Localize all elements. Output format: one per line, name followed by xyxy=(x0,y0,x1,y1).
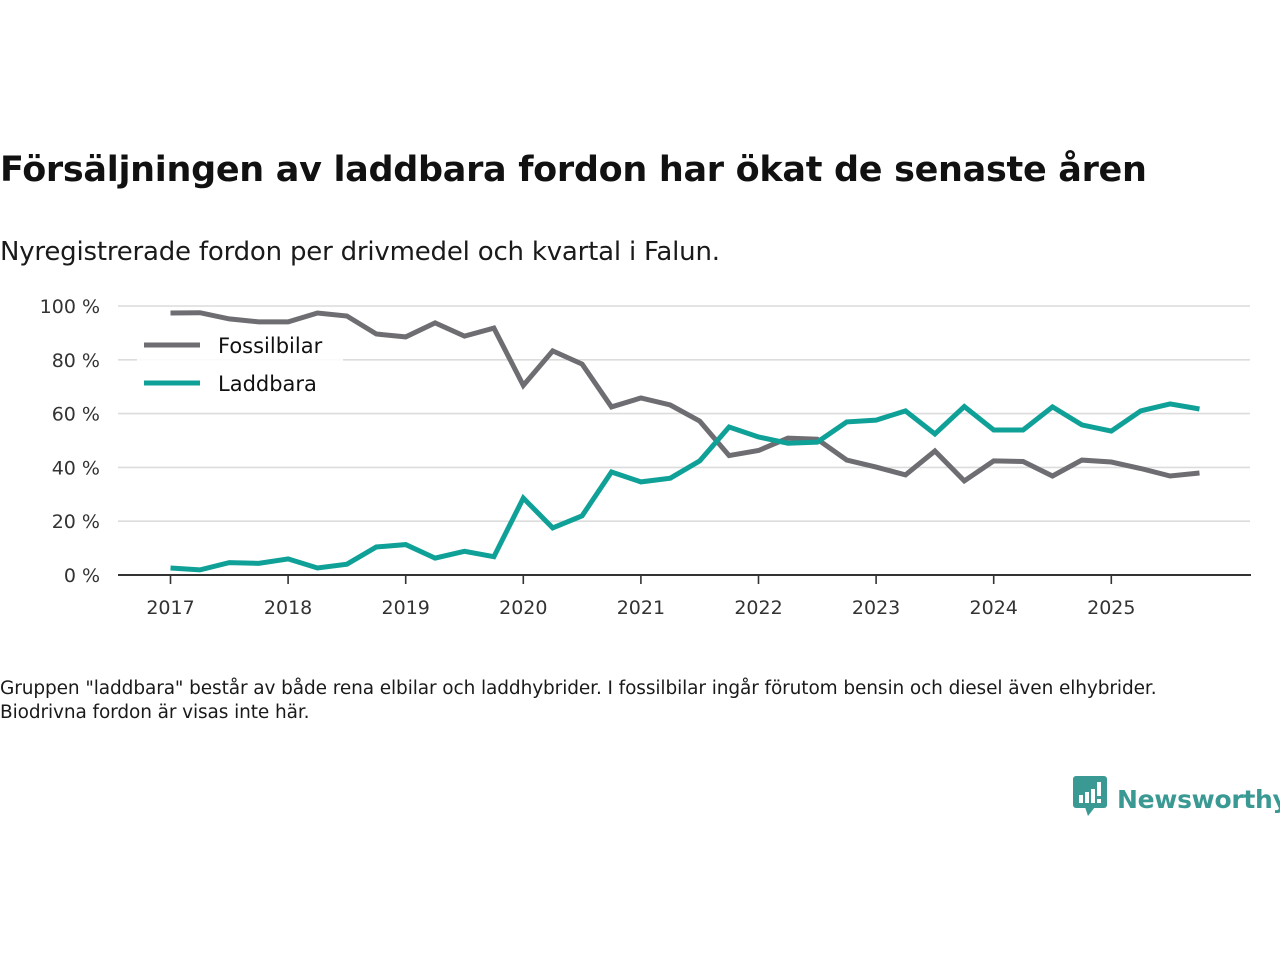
chart-bubble-icon xyxy=(1073,776,1107,822)
series-line-laddbara xyxy=(170,401,1200,573)
legend-label: Fossilbilar xyxy=(218,334,323,358)
y-tick-label: 0 % xyxy=(64,565,100,587)
y-tick-label: 60 % xyxy=(52,404,100,426)
line-chart: 0 % 20 % 40 % 60 % 80 % 100 % 2017 2018 2019 202… xyxy=(40,296,1251,619)
y-tick-label: 40 % xyxy=(52,457,100,479)
x-tick-label: 2023 xyxy=(852,597,900,619)
chart-title: Försäljningen av laddbara fordon har öka… xyxy=(0,150,1147,190)
x-tick-label: 2024 xyxy=(970,597,1018,619)
legend-background xyxy=(137,327,343,401)
y-axis: 0 % 20 % 40 % 60 % 80 % 100 % xyxy=(40,296,100,587)
x-tick-label: 2025 xyxy=(1087,597,1135,619)
legend-label: Laddbara xyxy=(218,372,317,396)
series-line-fossilbilar xyxy=(170,310,1200,485)
x-tick-label: 2021 xyxy=(617,597,665,619)
x-tick-label: 2018 xyxy=(264,597,312,619)
x-axis: 2017 2018 2019 2020 2021 2022 2023 2024 2025 xyxy=(118,574,1251,619)
brand-name: Newsworthy xyxy=(1117,784,1280,814)
chart-subtitle: Nyregistrerade fordon per drivmedel och … xyxy=(0,237,720,267)
x-tick-label: 2019 xyxy=(382,597,430,619)
x-tick-label: 2017 xyxy=(146,597,194,619)
y-tick-label: 20 % xyxy=(52,511,100,533)
x-tick-label: 2020 xyxy=(499,597,547,619)
y-tick-label: 80 % xyxy=(52,350,100,372)
series-lines xyxy=(170,310,1200,573)
footnote: Gruppen "laddbara" består av både rena e… xyxy=(0,678,1157,723)
legend: Fossilbilar Laddbara xyxy=(137,327,343,401)
brand-logo: Newsworthy xyxy=(1073,776,1280,822)
x-tick-label: 2022 xyxy=(734,597,782,619)
y-tick-label: 100 % xyxy=(40,296,100,318)
